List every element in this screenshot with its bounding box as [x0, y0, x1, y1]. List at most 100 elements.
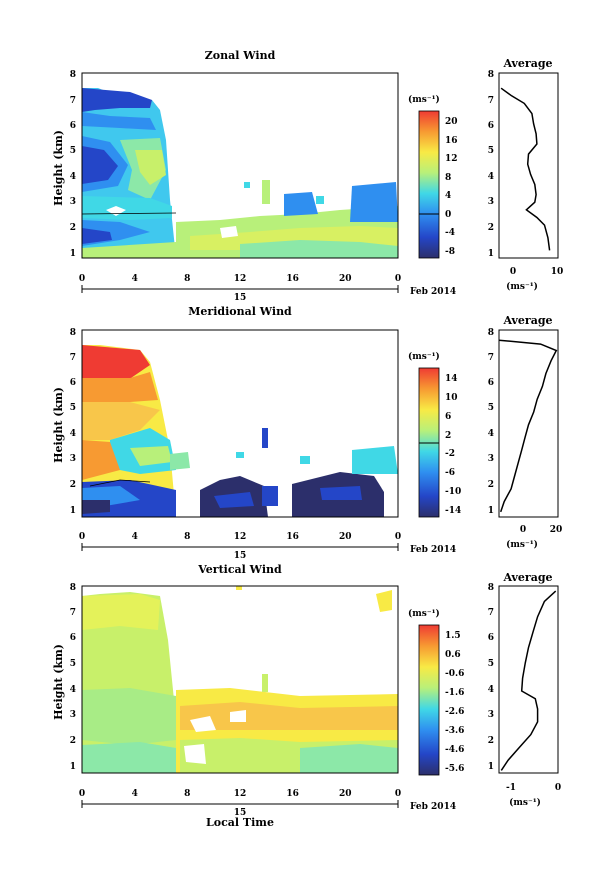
zonal-date-tick: 15	[234, 293, 247, 303]
meridional-y-axis-label: Height (km)	[52, 387, 65, 463]
meridional-wind-title: Meridional Wind	[188, 305, 292, 318]
meridional-profile-x-tick: 0	[520, 525, 526, 535]
zonal-wind-frame	[81, 72, 399, 259]
zonal-y-tick: 1	[70, 249, 76, 259]
vertical-wind-heatmap	[82, 586, 398, 773]
meridional-y-tick: 4	[70, 429, 76, 439]
meridional-cb-tick: -14	[445, 506, 461, 516]
meridional-x-tick: 4	[132, 532, 138, 542]
meridional-wind-x-ticks: 0 4 8 12 16 20 0	[79, 532, 401, 542]
zonal-profile-y-tick: 1	[488, 249, 494, 259]
vertical-cb-tick: -4.6	[445, 745, 464, 755]
vertical-y-tick: 6	[70, 633, 76, 643]
meridional-x-tick: 20	[339, 532, 352, 542]
meridional-profile-y-tick: 5	[488, 403, 494, 413]
vertical-profile-y-tick: 2	[488, 736, 494, 746]
zonal-date-label: Feb 2014	[410, 287, 456, 297]
zonal-cb-tick: -4	[445, 228, 455, 238]
vertical-profile-y-ticks: 1 2 3 4 5 6 7 8	[488, 583, 494, 772]
vertical-x-tick: 12	[234, 789, 247, 799]
zonal-y-tick: 6	[70, 121, 76, 131]
vertical-wind-y-ticks: 1 2 3 4 5 6 7 8	[70, 583, 76, 772]
meridional-profile-y-tick: 8	[488, 328, 494, 338]
vertical-y-tick: 2	[70, 736, 76, 746]
vertical-profile-line	[500, 590, 557, 771]
vertical-colorbar-ticks: 1.5 0.6 -0.6 -1.6 -2.6 -3.6 -4.6 -5.6	[445, 631, 464, 774]
zonal-y-tick: 5	[70, 146, 76, 156]
vertical-profile-y-tick: 5	[488, 659, 494, 669]
meridional-colorbar-unit: (ms⁻¹)	[408, 351, 440, 362]
vertical-wind-panel: Vertical Wind 0 4 8 12 16 20 0	[52, 563, 561, 829]
meridional-profile-y-tick: 7	[488, 353, 494, 363]
meridional-y-tick: 8	[70, 328, 76, 338]
zonal-cb-tick: 16	[445, 136, 458, 146]
vertical-wind-frame	[81, 585, 399, 774]
zonal-cb-tick: 0	[445, 210, 451, 220]
meridional-wind-heatmap	[82, 345, 398, 517]
vertical-x-tick: 0	[395, 789, 401, 799]
vertical-x-tick: 4	[132, 789, 138, 799]
meridional-profile-y-tick: 3	[488, 454, 494, 464]
vertical-date-tick: 15	[234, 808, 247, 818]
zonal-y-axis-label: Height (km)	[52, 130, 65, 206]
meridional-x-tick: 0	[79, 532, 85, 542]
meridional-profile-x-tick: 20	[550, 525, 563, 535]
vertical-y-tick: 1	[70, 762, 76, 772]
zonal-x-tick: 12	[234, 274, 247, 284]
zonal-profile-y-tick: 8	[488, 70, 494, 80]
zonal-profile-y-tick: 5	[488, 146, 494, 156]
meridional-date-tick: 15	[234, 551, 247, 561]
zonal-profile-y-tick: 7	[488, 96, 494, 106]
vertical-profile-y-tick: 1	[488, 762, 494, 772]
vertical-y-tick: 4	[70, 685, 76, 695]
vertical-colorbar-unit: (ms⁻¹)	[408, 608, 440, 619]
meridional-profile-y-tick: 2	[488, 480, 494, 490]
vertical-x-tick: 8	[184, 789, 190, 799]
zonal-cb-tick: 8	[445, 173, 451, 183]
meridional-wind-y-ticks: 1 2 3 4 5 6 7 8	[70, 328, 76, 516]
zonal-profile-frame	[498, 72, 559, 259]
zonal-profile-y-ticks: 1 2 3 4 5 6 7 8	[488, 70, 494, 259]
meridional-x-tick: 16	[286, 532, 299, 542]
meridional-colorbar-ticks: 14 10 6 2 -2 -6 -10 -14	[445, 374, 461, 516]
zonal-profile-x-tick: 10	[551, 267, 564, 277]
zonal-x-tick: 20	[339, 274, 352, 284]
vertical-y-tick: 7	[70, 608, 76, 618]
meridional-cb-tick: -10	[445, 487, 461, 497]
meridional-cb-tick: -6	[445, 468, 455, 478]
zonal-y-tick: 8	[70, 70, 76, 80]
vertical-x-tick: 0	[79, 789, 85, 799]
meridional-profile-title: Average	[502, 314, 552, 327]
meridional-date-label: Feb 2014	[410, 545, 456, 555]
vertical-profile-y-tick: 6	[488, 633, 494, 643]
meridional-wind-panel: Meridional Wind	[52, 305, 562, 561]
zonal-profile-x-tick: 0	[510, 267, 516, 277]
zonal-cb-tick: 20	[445, 117, 458, 127]
meridional-y-tick: 7	[70, 353, 76, 363]
meridional-cb-tick: -2	[445, 449, 455, 459]
meridional-x-tick: 8	[184, 532, 190, 542]
zonal-x-tick: 16	[286, 274, 299, 284]
zonal-y-tick: 3	[70, 197, 76, 207]
vertical-profile-title: Average	[502, 571, 552, 584]
meridional-x-tick: 12	[234, 532, 247, 542]
meridional-wind-frame	[81, 329, 399, 518]
meridional-profile-x-label: (ms⁻¹)	[506, 539, 538, 550]
meridional-profile-y-tick: 1	[488, 506, 494, 516]
zonal-x-tick: 0	[395, 274, 401, 284]
vertical-cb-tick: -5.6	[445, 764, 464, 774]
meridional-y-tick: 5	[70, 403, 76, 413]
vertical-profile-x-tick: -1	[506, 783, 516, 793]
vertical-cb-tick: -3.6	[445, 726, 464, 736]
vertical-x-tick: 20	[339, 789, 352, 799]
meridional-y-tick: 1	[70, 506, 76, 516]
vertical-y-axis-label: Height (km)	[52, 644, 65, 720]
vertical-wind-title: Vertical Wind	[197, 563, 282, 576]
vertical-profile-frame	[498, 585, 559, 774]
meridional-cb-tick: 2	[445, 431, 451, 441]
x-axis-label: Local Time	[206, 816, 274, 829]
meridional-profile-y-tick: 4	[488, 429, 494, 439]
meridional-profile-frame	[498, 329, 559, 518]
vertical-profile-x-tick: 0	[555, 783, 561, 793]
vertical-profile-y-tick: 7	[488, 608, 494, 618]
